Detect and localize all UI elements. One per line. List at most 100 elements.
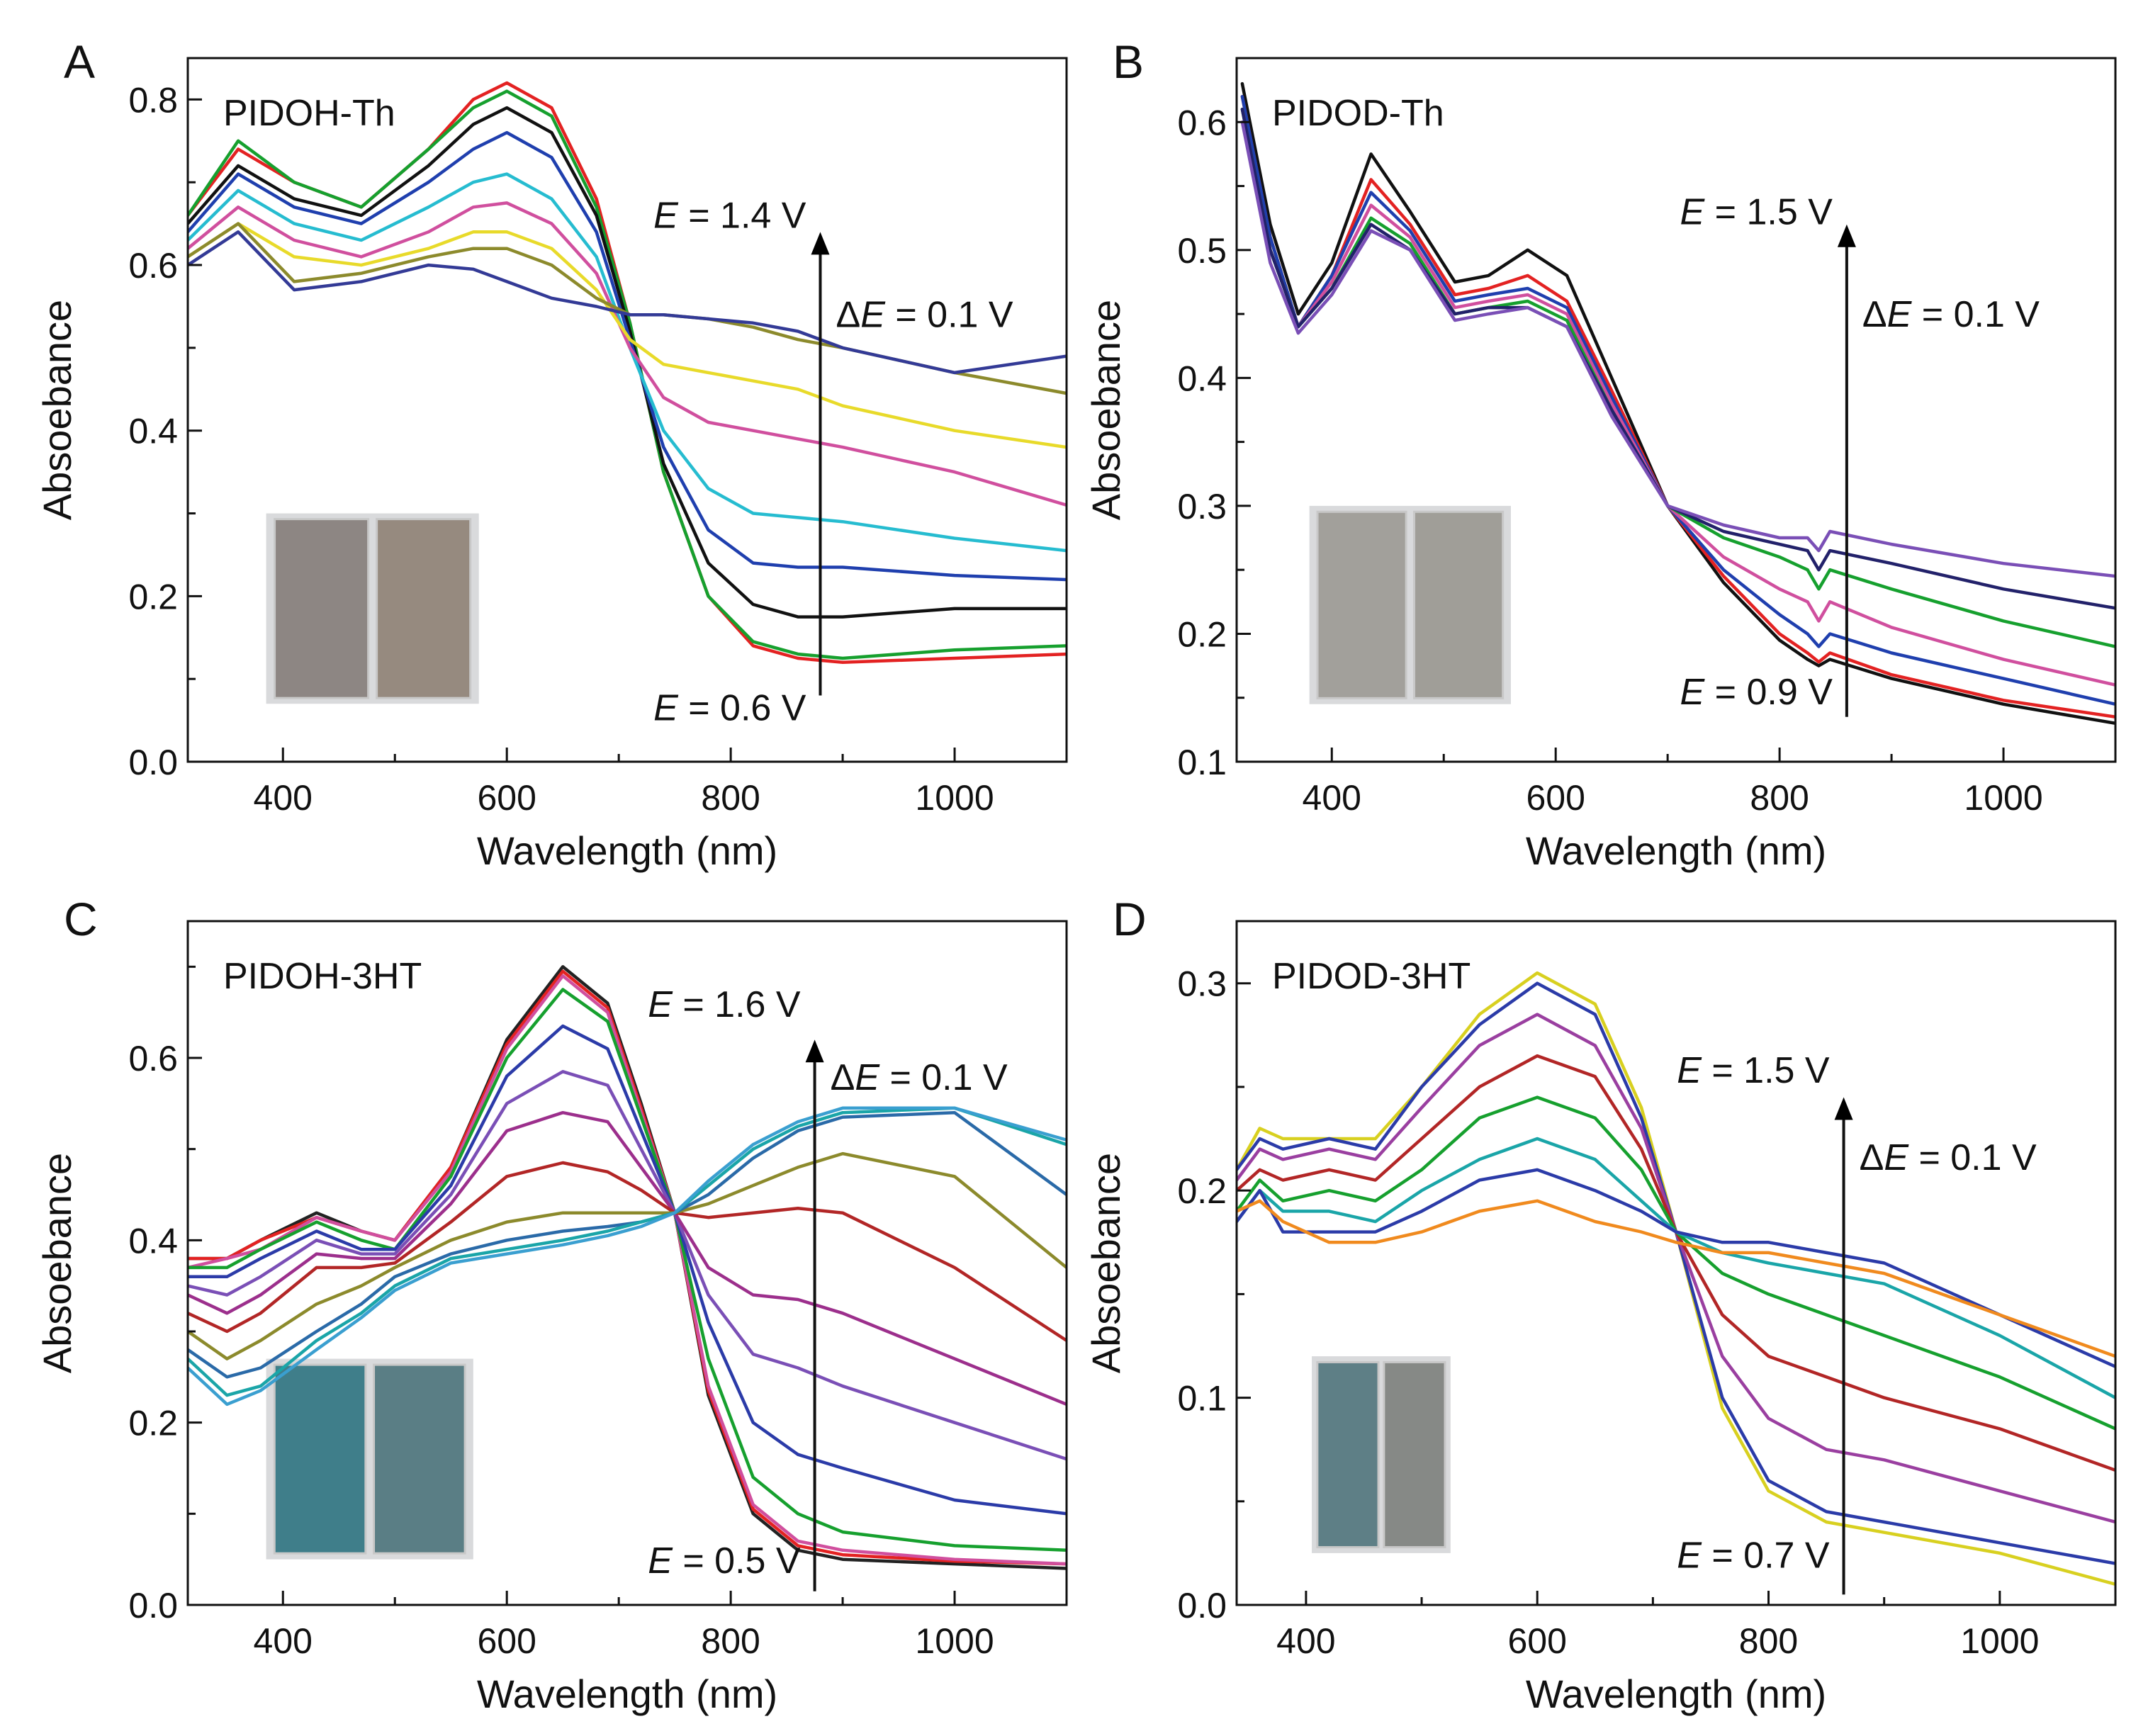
series-line-c-11 [188,1106,1067,1397]
y-tick-label-a: 0.2 [128,577,178,616]
series-line-a-6 [188,201,1067,507]
series-group-a [188,81,1067,665]
annotation-top-potential-c: E = 1.6 V [648,984,801,1025]
y-tick-label-d: 0.3 [1177,964,1227,1004]
x-tick-label-c: 800 [701,1621,760,1661]
inset-cuvette-b-2 [1413,510,1505,699]
series-line-c-9 [188,1151,1067,1360]
series-line-a-5 [188,172,1067,553]
series-line-c-8 [188,1161,1067,1343]
panel-letter-d: D [1113,893,1147,945]
annotation-step-c: ΔE = 0.1 V [831,1057,1008,1098]
inset-cuvette-b-1 [1316,510,1407,699]
y-tick-label-d: 0.0 [1177,1586,1227,1625]
plot-frame-c [186,920,1068,1606]
series-line-a-2 [188,89,1067,660]
series-line-b-4 [1240,107,2115,687]
annotation-bottom-potential-a: E = 0.6 V [653,688,806,729]
y-axis-title-a: Absoebance [35,300,79,520]
series-line-c-5 [188,1024,1067,1516]
x-tick-label-a: 1000 [915,778,994,818]
plot-frame-d [1235,920,2117,1606]
y-tick-label-c: 0.4 [128,1221,178,1261]
y-tick-label-a: 0.4 [128,412,178,451]
potential-arrowhead-c [805,1039,824,1063]
y-tick-label-b: 0.1 [1177,743,1227,782]
x-tick-label-b: 400 [1303,778,1361,818]
y-tick-label-a: 0.0 [128,743,178,782]
annotation-bottom-potential-d: E = 0.7 V [1677,1535,1830,1576]
y-tick-label-b: 0.2 [1177,614,1227,654]
y-tick-label-b: 0.5 [1177,231,1227,271]
y-tick-label-c: 0.2 [128,1404,178,1443]
x-tick-label-a: 400 [254,778,313,818]
series-line-a-4 [188,130,1067,582]
series-line-b-7 [1240,120,2115,578]
panel-b: B 400 600 800 1000 0.1 0.2 0.3 0.4 0.5 0.6 Waveleng… [1084,35,2117,873]
y-tick-label-d: 0.1 [1177,1379,1227,1419]
series-line-c-3 [188,974,1067,1566]
panel-letter-a: A [64,35,95,88]
x-tick-label-b: 1000 [1964,778,2042,818]
y-axis-title-b: Absoebance [1084,300,1128,520]
x-tick-label-d: 600 [1507,1621,1566,1661]
x-tick-label-d: 400 [1276,1621,1335,1661]
series-group-d [1237,971,2115,1586]
y-tick-label-b: 0.4 [1177,359,1227,398]
y-tick-label-b: 0.3 [1177,487,1227,526]
inset-cuvette-d-1 [1316,1360,1380,1549]
potential-arrowhead-a [811,232,830,255]
x-axis-title-a: Wavelength (nm) [477,828,777,873]
y-tick-label-c: 0.0 [128,1586,178,1625]
inset-cuvette-a-2 [376,518,472,699]
x-tick-label-c: 400 [254,1621,313,1661]
series-line-d-8 [1237,1199,2115,1358]
plot-frame-a [186,57,1068,763]
sample-label-b: PIDOD-Th [1272,93,1444,134]
inset-cuvette-d-2 [1383,1360,1446,1549]
annotation-bottom-potential-b: E = 0.9 V [1680,672,1833,713]
sample-label-d: PIDOD-3HT [1272,956,1471,997]
panel-letter-b: B [1113,35,1144,88]
y-axis-title-d: Absoebance [1084,1153,1128,1373]
x-tick-label-d: 1000 [1960,1621,2039,1661]
series-line-c-10 [188,1110,1067,1379]
annotation-step-b: ΔE = 0.1 V [1862,294,2040,335]
x-axis-title-b: Wavelength (nm) [1526,828,1826,873]
annotation-step-a: ΔE = 0.1 V [836,295,1013,336]
y-tick-label-a: 0.6 [128,246,178,286]
series-line-d-4 [1237,1054,2115,1472]
potential-arrowhead-d [1834,1097,1853,1120]
series-line-a-3 [188,106,1067,619]
inset-cuvette-c-1 [273,1363,367,1555]
x-tick-label-a: 800 [701,778,760,818]
series-line-d-3 [1237,1013,2115,1524]
inset-cuvette-c-2 [373,1363,466,1555]
sample-label-c: PIDOH-3HT [223,956,422,997]
x-tick-label-d: 800 [1739,1621,1798,1661]
panel-d: D 400 600 800 1000 0.0 0.1 0.2 0.3 Wavelength (nm… [1084,893,2117,1716]
panel-letter-c: C [64,893,98,945]
series-line-a-9 [188,230,1067,375]
annotation-top-potential-a: E = 1.4 V [653,195,806,236]
y-tick-label-b: 0.6 [1177,103,1227,142]
annotation-bottom-potential-c: E = 0.5 V [648,1540,801,1582]
series-line-c-6 [188,1070,1067,1461]
plot-frame-b [1235,57,2117,763]
series-line-a-8 [188,222,1067,395]
annotation-step-d: ΔE = 0.1 V [1860,1137,2037,1178]
x-tick-label-c: 1000 [915,1621,994,1661]
annotation-top-potential-d: E = 1.5 V [1677,1050,1830,1091]
x-axis-title-c: Wavelength (nm) [477,1672,777,1716]
y-tick-label-c: 0.6 [128,1039,178,1078]
series-line-c-7 [188,1110,1067,1407]
annotation-top-potential-b: E = 1.5 V [1680,192,1833,233]
series-line-d-7 [1237,1168,2115,1368]
series-group-b [1240,81,2115,726]
potential-arrowhead-b [1837,224,1856,247]
x-tick-label-a: 600 [477,778,536,818]
y-tick-label-a: 0.8 [128,80,178,120]
series-line-c-12 [188,1106,1067,1407]
sample-label-a: PIDOH-Th [223,93,395,134]
